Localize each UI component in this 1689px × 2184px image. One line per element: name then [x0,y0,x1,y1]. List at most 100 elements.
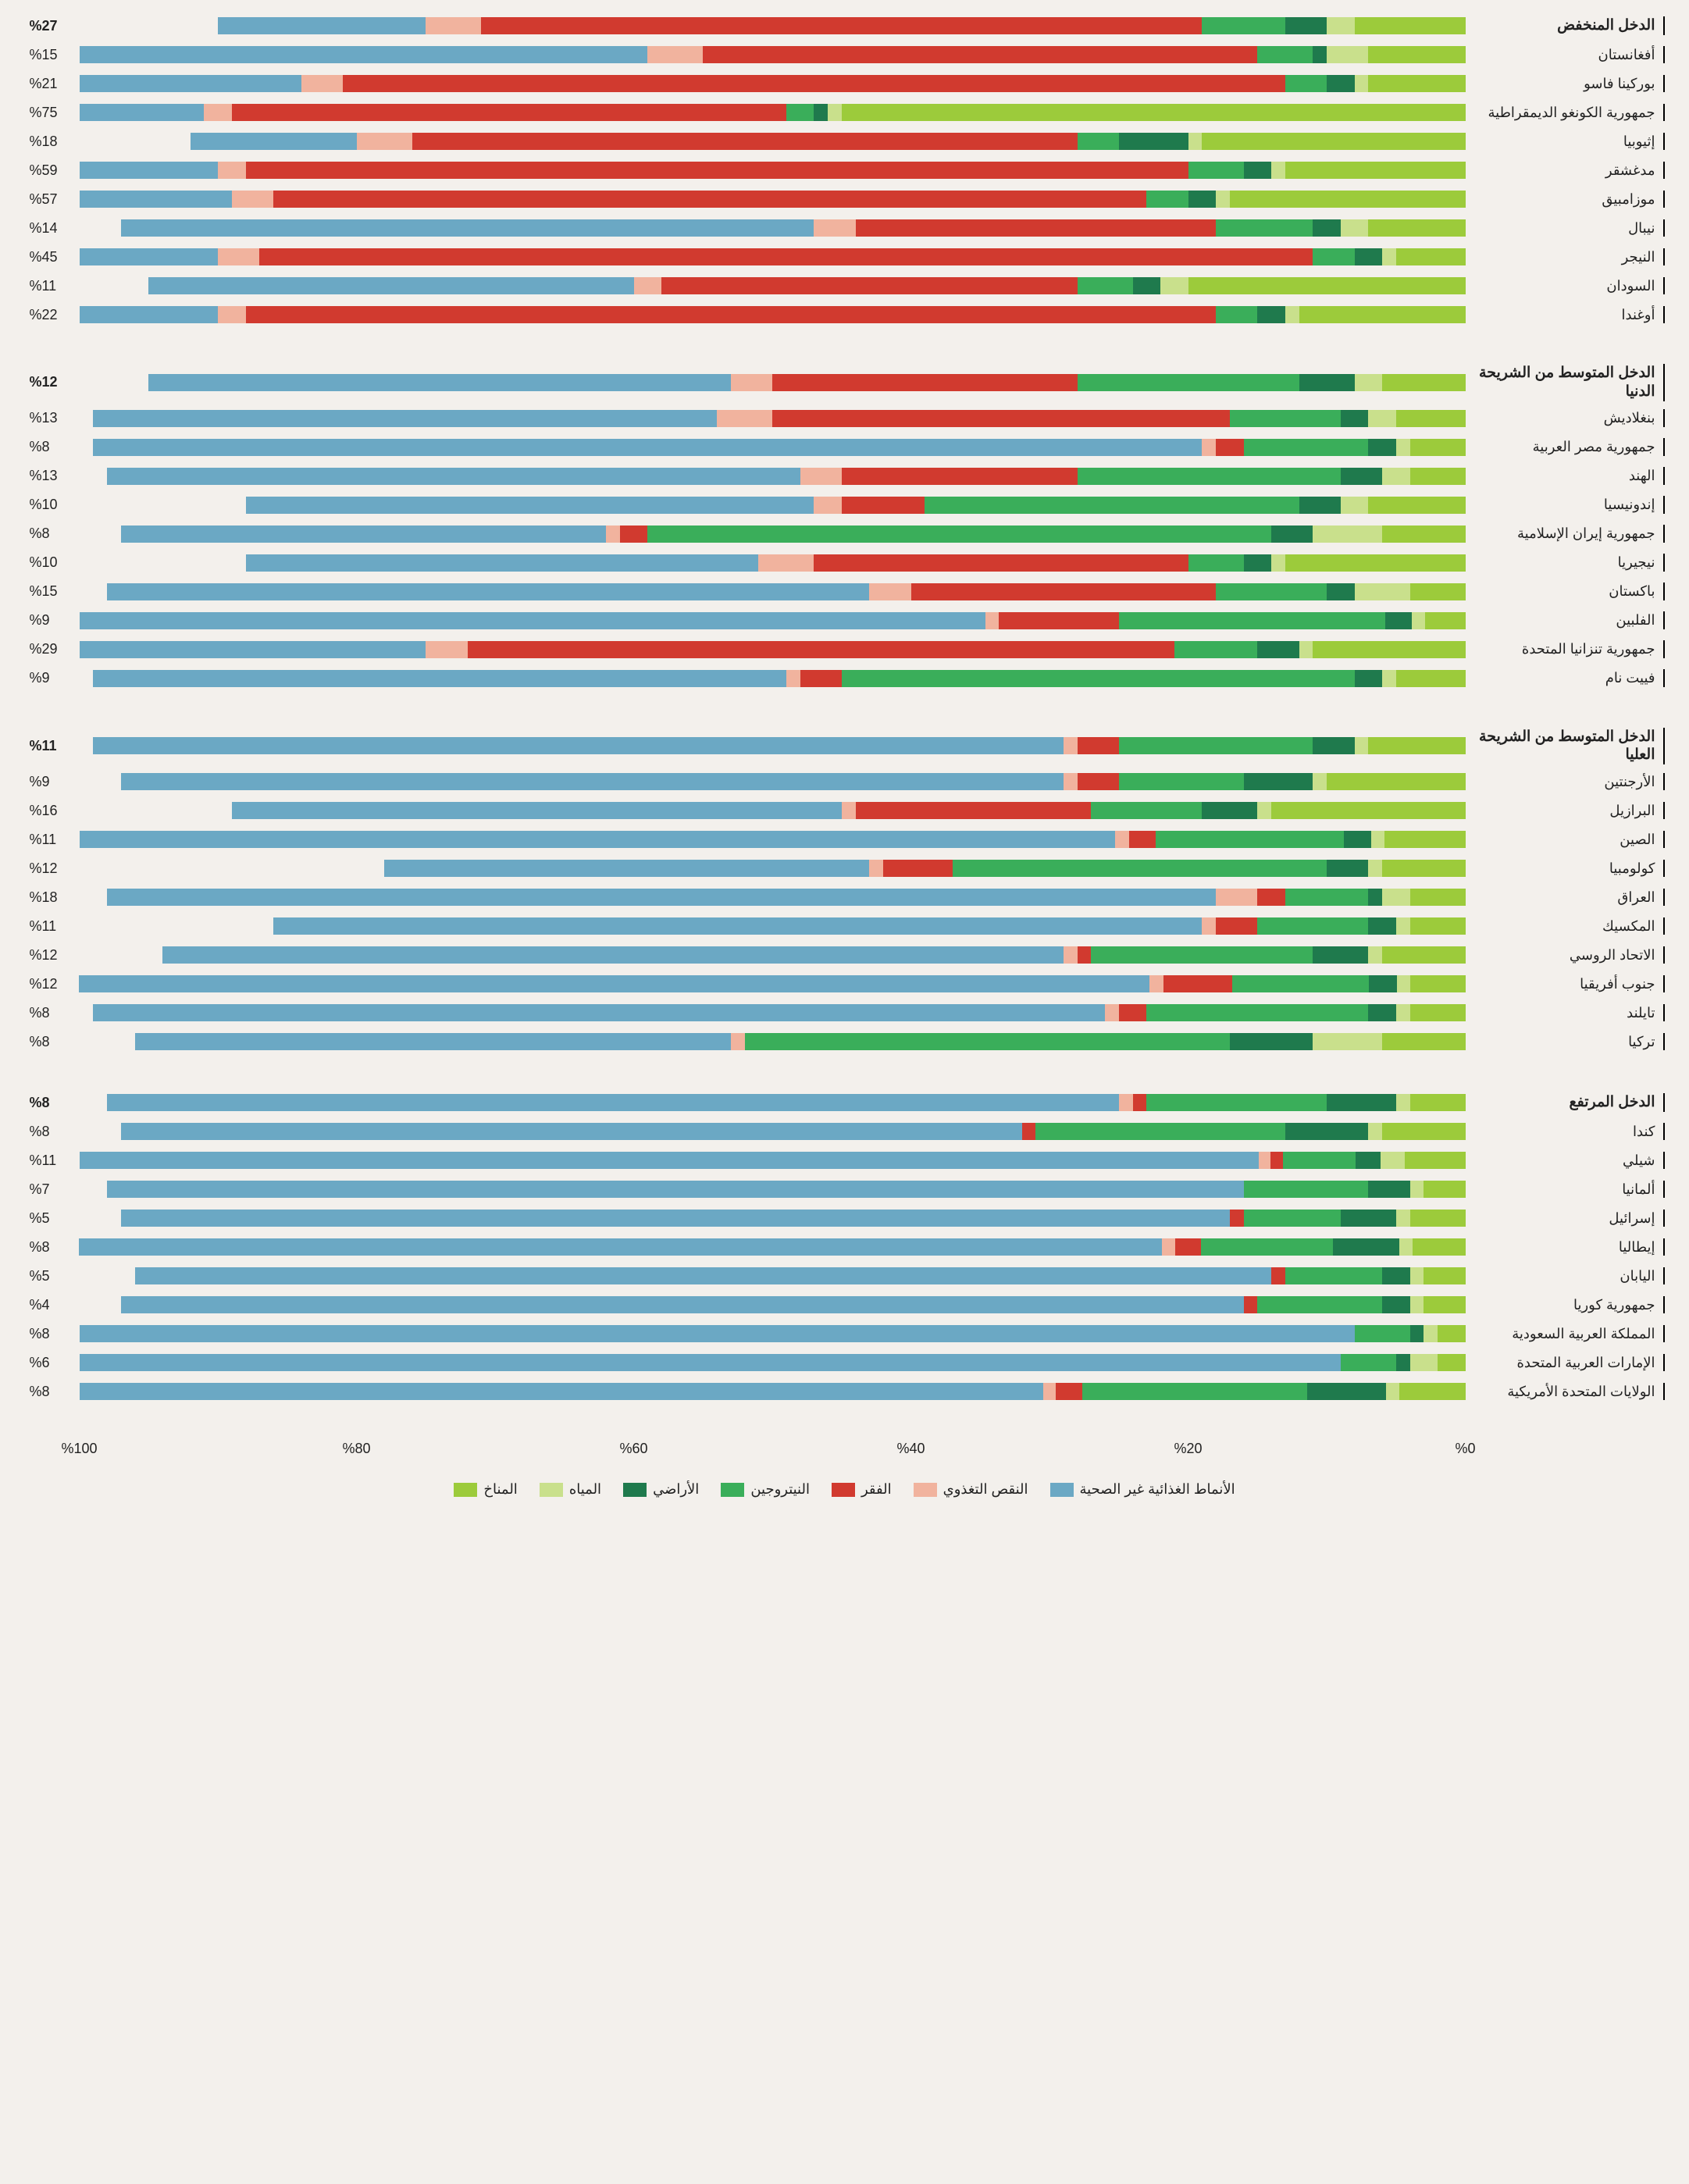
country-pct: %11 [25,278,80,294]
stacked-bar [80,162,1466,179]
bar-segment-poverty [772,374,1078,391]
bar-segment-diet [107,468,800,485]
bar-segment-climate [1396,410,1466,427]
country-label: الاتحاد الروسي [1466,946,1665,964]
bar-segment-diet [93,1004,1105,1021]
bar-segment-diet [79,975,1149,992]
bar-segment-climate [1399,1383,1466,1400]
bar-segment-nitrogen [1285,889,1369,906]
bar-segment-water [1313,773,1327,790]
bar-segment-diet [107,1181,1244,1198]
bar-segment-water [1382,468,1410,485]
bar-segment-climate [842,104,1466,121]
bar-segment-climate [1382,946,1466,964]
country-row: فييت نام%9 [25,667,1665,690]
bar-segment-poverty [1270,1152,1283,1169]
bar-segment-climate [1382,526,1466,543]
group-pct: %12 [25,374,80,390]
country-label: الولايات المتحدة الأمريكية [1466,1383,1665,1401]
bar-segment-climate [1382,374,1466,391]
bar-segment-undernut [647,46,703,63]
axis-tick: %40 [896,1441,925,1457]
bar-segment-undernut [301,75,343,92]
bar-segment-climate [1438,1325,1466,1342]
bar-segment-undernut [1064,946,1078,964]
bar-segment-land [1257,306,1285,323]
legend-label: النقص التغذوي [943,1481,1028,1498]
country-label: الأرجنتين [1466,773,1665,791]
bar-segment-diet [79,1238,1161,1256]
bar-segment-diet [135,1267,1272,1284]
stacked-bar [93,410,1465,427]
country-label: جنوب أفريقيا [1466,975,1665,993]
country-pct: %59 [25,162,80,179]
group-header-row: الدخل المنخفض%27 [25,14,1665,37]
country-row: الأرجنتين%9 [25,770,1665,793]
bar-segment-undernut [1105,1004,1119,1021]
bar-segment-land [1271,526,1313,543]
legend-item-land: الأراضي [623,1481,699,1498]
country-row: أفغانستان%15 [25,43,1665,66]
bar-area [80,277,1466,294]
bar-segment-water [1271,162,1285,179]
bar-segment-water [1396,1004,1410,1021]
country-row: المملكة العربية السعودية%8 [25,1322,1665,1345]
bar-area [80,1004,1466,1021]
bar-segment-water [1382,248,1396,265]
country-row: جنوب أفريقيا%12 [25,972,1665,996]
bar-segment-undernut [1202,917,1216,935]
country-pct: %57 [25,191,80,208]
bar-area [80,374,1466,391]
group-header-row: الدخل المتوسط من الشريحة الدنيا%12 [25,364,1665,401]
bar-segment-land [1327,583,1355,600]
stacked-bar [93,1004,1465,1021]
bar-segment-diet [121,1296,1244,1313]
country-pct: %7 [25,1181,80,1198]
bar-segment-nitrogen [1341,1354,1396,1371]
bar-segment-land [1230,1033,1313,1050]
bar-segment-diet [80,1152,1259,1169]
bar-segment-land [1385,612,1412,629]
bar-segment-climate [1424,1181,1465,1198]
bar-segment-land [1244,773,1313,790]
bar-segment-climate [1202,133,1465,150]
legend-label: النيتروجين [750,1481,810,1498]
bar-segment-climate [1368,737,1465,754]
bar-segment-land [1327,1094,1396,1111]
country-pct: %29 [25,641,80,657]
bar-area [80,1354,1466,1371]
bar-segment-poverty [620,526,647,543]
bar-segment-undernut [814,497,842,514]
stacked-bar [191,133,1466,150]
bar-segment-nitrogen [1035,1123,1285,1140]
bar-segment-climate [1285,554,1466,572]
bar-segment-undernut [1043,1383,1057,1400]
country-row: الاتحاد الروسي%12 [25,943,1665,967]
bar-segment-water [1216,191,1230,208]
income-group: الدخل المتوسط من الشريحة العليا%11الأرجن… [25,728,1665,1054]
bar-segment-nitrogen [1146,1004,1368,1021]
country-row: باكستان%15 [25,580,1665,604]
bar-segment-diet [384,860,869,877]
legend-item-nitrogen: النيتروجين [721,1481,810,1498]
country-row: النيجر%45 [25,245,1665,269]
bar-segment-climate [1384,831,1465,848]
bar-segment-water [1396,439,1410,456]
legend-swatch [832,1483,855,1497]
bar-segment-land [1299,374,1355,391]
bar-segment-climate [1368,497,1465,514]
bar-area [80,802,1466,819]
country-label: باكستان [1466,583,1665,600]
country-label: كندا [1466,1123,1665,1141]
bar-segment-diet [80,162,219,179]
bar-area [80,773,1466,790]
bar-segment-water [1381,1152,1405,1169]
legend-label: الأنماط الغذائية غير الصحية [1080,1481,1235,1498]
bar-segment-poverty [1056,1383,1082,1400]
bar-segment-nitrogen [786,104,814,121]
bar-segment-water [1382,670,1396,687]
country-label: الهند [1466,467,1665,485]
stacked-bar [246,554,1466,572]
stacked-bar [80,1354,1466,1371]
bar-segment-nitrogen [1244,439,1369,456]
